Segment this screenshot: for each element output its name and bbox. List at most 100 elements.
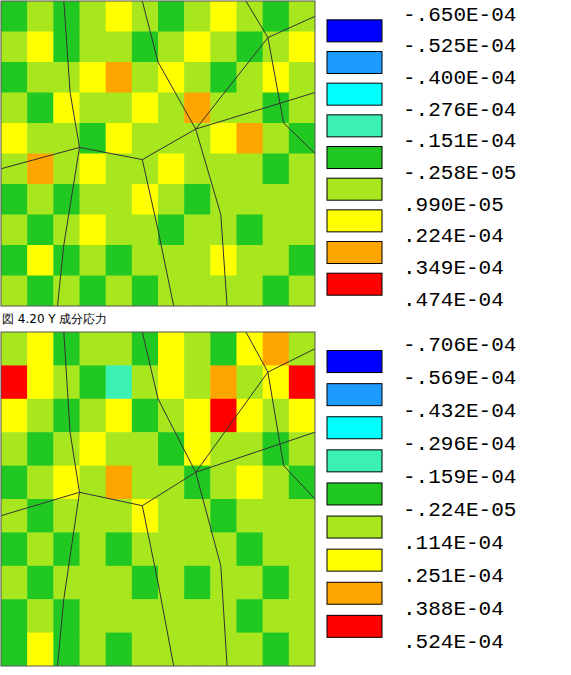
- cell: [184, 1, 211, 32]
- cell: [184, 532, 211, 566]
- cell: [184, 62, 211, 93]
- cell: [210, 432, 237, 466]
- cell: [132, 184, 159, 215]
- cell: [158, 633, 185, 666]
- cell: [158, 365, 185, 399]
- colorbar-swatch: [327, 115, 382, 137]
- cell: [184, 215, 211, 246]
- cell: [263, 399, 290, 433]
- cell: [1, 215, 28, 246]
- cell: [53, 1, 80, 32]
- cell: [210, 32, 237, 63]
- cell: [1, 1, 28, 32]
- colorbar-swatch: [327, 417, 382, 439]
- cell: [1, 466, 28, 500]
- cell: [210, 365, 237, 399]
- cell: [80, 399, 107, 433]
- cell: [184, 399, 211, 433]
- cell: [158, 466, 185, 500]
- cell: [27, 566, 54, 600]
- cell: [210, 93, 237, 124]
- cell: [263, 633, 290, 666]
- cell: [53, 276, 80, 307]
- cell: [106, 399, 133, 433]
- cell: [158, 399, 185, 433]
- cell: [263, 215, 290, 246]
- cell: [53, 184, 80, 215]
- cell: [27, 466, 54, 500]
- cell: [80, 154, 107, 185]
- cell: [184, 599, 211, 633]
- cell: [132, 599, 159, 633]
- cell: [289, 332, 315, 366]
- cell: [1, 93, 28, 124]
- cell: [80, 332, 107, 366]
- cell: [80, 184, 107, 215]
- heatmap: [1, 332, 315, 666]
- cell: [263, 566, 290, 600]
- cell: [27, 276, 54, 307]
- cell: [289, 532, 315, 566]
- grain-boundary: [142, 1, 227, 306]
- cell: [263, 332, 290, 366]
- colorbar-swatch: [327, 450, 382, 472]
- cell: [80, 432, 107, 466]
- figure: -.650E-04-.525E-04-.400E-04-.276E-04-.15…: [0, 0, 571, 675]
- colorbar-swatch: [327, 615, 382, 637]
- cell: [1, 432, 28, 466]
- cell: [106, 532, 133, 566]
- cell: [53, 93, 80, 124]
- cell: [1, 599, 28, 633]
- cell: [210, 62, 237, 93]
- cell: [237, 566, 264, 600]
- cell: [1, 32, 28, 63]
- cell: [158, 566, 185, 600]
- cell: [237, 184, 264, 215]
- cell: [237, 599, 264, 633]
- cell: [158, 332, 185, 366]
- colorbar-swatch: [327, 242, 382, 264]
- colorbar-label: -.650E-04: [403, 4, 516, 27]
- grain-boundary: [246, 1, 315, 154]
- cell: [237, 1, 264, 32]
- cell: [237, 123, 264, 154]
- grain-boundary: [246, 332, 315, 499]
- colorbar-swatch: [327, 273, 382, 295]
- cell: [210, 532, 237, 566]
- cell: [132, 566, 159, 600]
- cell: [158, 93, 185, 124]
- cell: [132, 1, 159, 32]
- cell: [53, 633, 80, 666]
- cell: [80, 365, 107, 399]
- cell: [80, 1, 107, 32]
- cell: [263, 184, 290, 215]
- cell: [106, 245, 133, 276]
- cell: [237, 633, 264, 666]
- colorbar-swatch: [327, 83, 382, 105]
- cell: [158, 532, 185, 566]
- cell: [184, 154, 211, 185]
- cell: [237, 62, 264, 93]
- cell: [132, 633, 159, 666]
- colorbar-swatch: [327, 20, 382, 42]
- colorbar-label: .251E-04: [403, 565, 504, 588]
- grain-boundary: [142, 506, 173, 666]
- cell: [210, 466, 237, 500]
- cell: [80, 32, 107, 63]
- cell: [106, 62, 133, 93]
- colorbar-label: -.159E-04: [403, 466, 516, 489]
- colorbar-label: -.258E-05: [403, 162, 516, 185]
- cell: [1, 399, 28, 433]
- cell: [132, 432, 159, 466]
- cell: [106, 633, 133, 666]
- cell: [158, 1, 185, 32]
- cell: [1, 184, 28, 215]
- cell: [80, 93, 107, 124]
- grain-boundary: [142, 332, 227, 666]
- colorbar-label: -.224E-05: [403, 499, 516, 522]
- cell: [53, 532, 80, 566]
- cell: [1, 532, 28, 566]
- cell: [184, 499, 211, 533]
- cell: [210, 276, 237, 307]
- cell: [263, 432, 290, 466]
